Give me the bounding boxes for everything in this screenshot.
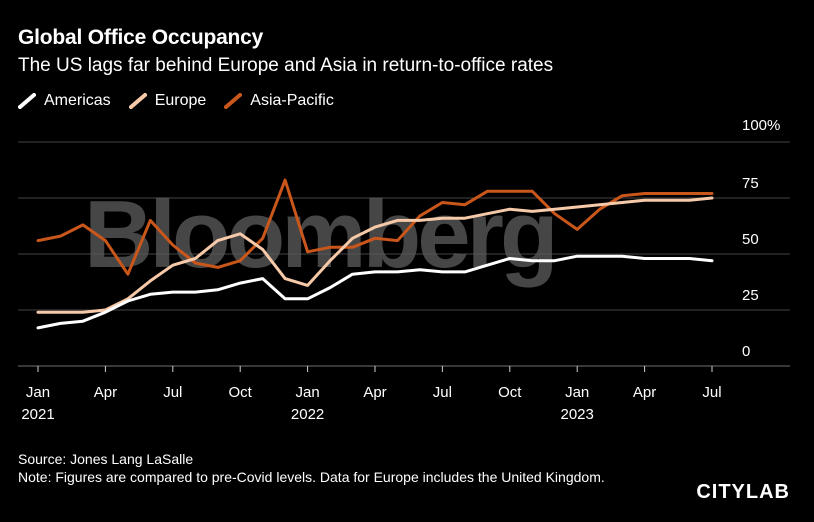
legend-item-americas: Americas	[18, 92, 111, 110]
x-tick-label-6: Jul	[163, 384, 182, 401]
x-tick-label-18: Jul	[433, 384, 452, 401]
legend-label-europe: Europe	[154, 92, 207, 109]
x-tick-label-24: Jan	[565, 384, 589, 401]
chart-subtitle: The US lags far behind Europe and Asia i…	[18, 55, 554, 76]
y-tick-label-25: 25	[742, 287, 759, 304]
legend-label-asia-pacific: Asia-Pacific	[250, 92, 334, 109]
series-line-asia-pacific	[36, 178, 714, 276]
x-tick-label-27: Apr	[633, 384, 656, 401]
y-tick-label-0: 0	[742, 343, 750, 360]
legend: Americas Europe Asia-Pacific	[18, 92, 334, 110]
legend-swatch-asia-pacific	[224, 93, 243, 109]
citylab-logo: CITYLAB	[696, 481, 790, 503]
x-tick-label-12: Jan	[296, 384, 320, 401]
x-tick-label-15: Apr	[363, 384, 386, 401]
y-tick-label-75: 75	[742, 175, 759, 192]
x-year-label-2022: 2022	[291, 406, 324, 423]
note-text: Note: Figures are compared to pre-Covid …	[18, 469, 605, 485]
x-year-label-2021: 2021	[21, 406, 54, 423]
series-line-americas	[36, 254, 714, 330]
legend-swatch-europe	[128, 93, 147, 109]
x-tick-label-9: Oct	[229, 384, 253, 401]
source-note: Source: Jones Lang LaSalle Note: Figures…	[18, 450, 698, 486]
legend-item-europe: Europe	[128, 92, 207, 110]
y-tick-label-100: 100%	[742, 117, 780, 134]
legend-item-asia-pacific: Asia-Pacific	[224, 92, 334, 110]
y-tick-label-50: 50	[742, 231, 759, 248]
legend-label-americas: Americas	[44, 92, 111, 109]
chart-title: Global Office Occupancy	[18, 26, 264, 49]
x-tick-label-30: Jul	[702, 384, 721, 401]
series-line-europe	[36, 196, 714, 314]
line-chart: 0 25 50 75 100% Jan 2021 Apr Jul Oct Jan 2022 Apr Jul…	[18, 117, 790, 423]
x-year-label-2023: 2023	[561, 406, 594, 423]
source-text: Source: Jones Lang LaSalle	[18, 451, 194, 467]
x-tick-label-21: Oct	[498, 384, 522, 401]
x-tick-label-3: Apr	[94, 384, 117, 401]
legend-swatch-americas	[18, 93, 36, 109]
x-tick-label-0: Jan	[26, 384, 50, 401]
